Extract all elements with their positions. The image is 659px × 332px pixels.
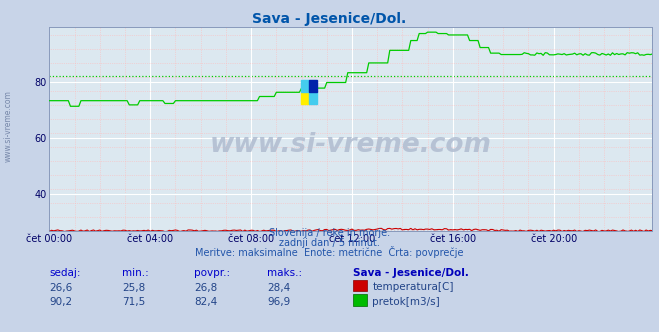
Text: 96,9: 96,9 [267, 297, 290, 307]
Text: maks.:: maks.: [267, 268, 302, 278]
Text: 25,8: 25,8 [122, 283, 145, 292]
Text: www.si-vreme.com: www.si-vreme.com [3, 90, 13, 162]
Text: Sava - Jesenice/Dol.: Sava - Jesenice/Dol. [252, 12, 407, 26]
Text: Meritve: maksimalne  Enote: metrične  Črta: povprečje: Meritve: maksimalne Enote: metrične Črta… [195, 246, 464, 258]
Text: 26,6: 26,6 [49, 283, 72, 292]
Text: 26,8: 26,8 [194, 283, 217, 292]
Text: zadnji dan / 5 minut.: zadnji dan / 5 minut. [279, 238, 380, 248]
Text: www.si-vreme.com: www.si-vreme.com [210, 132, 492, 158]
Text: povpr.:: povpr.: [194, 268, 231, 278]
Bar [301, 80, 309, 92]
Bar [309, 92, 316, 104]
Text: temperatura[C]: temperatura[C] [372, 283, 454, 292]
Text: pretok[m3/s]: pretok[m3/s] [372, 297, 440, 307]
Text: 82,4: 82,4 [194, 297, 217, 307]
Text: 90,2: 90,2 [49, 297, 72, 307]
Bar [301, 92, 309, 104]
Text: Sava - Jesenice/Dol.: Sava - Jesenice/Dol. [353, 268, 469, 278]
Text: sedaj:: sedaj: [49, 268, 81, 278]
Text: min.:: min.: [122, 268, 149, 278]
Text: 28,4: 28,4 [267, 283, 290, 292]
Text: Slovenija / reke in morje.: Slovenija / reke in morje. [269, 228, 390, 238]
Bar [309, 80, 316, 92]
Text: 71,5: 71,5 [122, 297, 145, 307]
